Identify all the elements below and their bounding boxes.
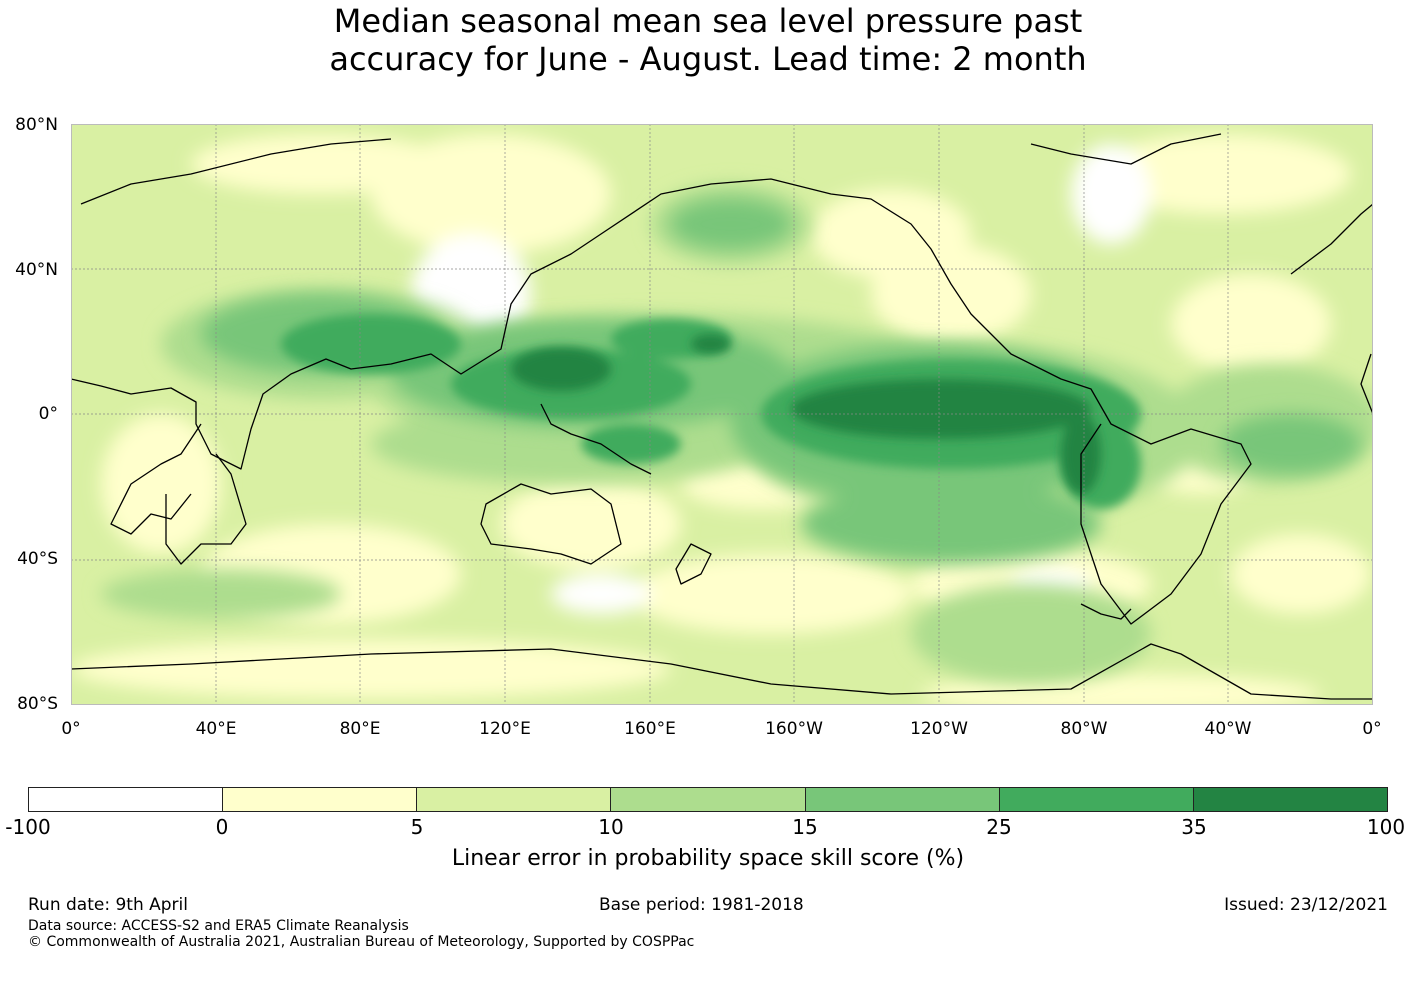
- colorbar-segment-1: [29, 788, 224, 811]
- copyright: © Commonwealth of Australia 2021, Austra…: [28, 934, 695, 950]
- graticule: [71, 124, 1373, 705]
- title-line-1: Median seasonal mean sea level pressure …: [333, 2, 1083, 40]
- lon-label-0-right: 0°: [1362, 719, 1382, 739]
- lon-label-160e: 160°E: [624, 719, 676, 739]
- colorbar-tick: 10: [598, 815, 624, 839]
- colorbar-tick: 100: [1366, 815, 1406, 839]
- colorbar-tick: 25: [986, 815, 1012, 839]
- issued-date: Issued: 23/12/2021: [1224, 895, 1388, 915]
- lat-label-40s: 40°S: [17, 549, 58, 569]
- lon-label-40w: 40°W: [1204, 719, 1252, 739]
- lon-label-120w: 120°W: [910, 719, 968, 739]
- run-date: Run date: 9th April: [28, 895, 188, 915]
- colorbar: [28, 787, 1388, 812]
- field-highest-skill: [511, 334, 1101, 494]
- colorbar-segment-2: [223, 788, 418, 811]
- lon-label-80w: 80°W: [1060, 719, 1108, 739]
- title-line-2: accuracy for June - August. Lead time: 2…: [329, 40, 1087, 78]
- lat-label-0: 0°: [38, 404, 58, 424]
- colorbar-tick: -100: [5, 815, 51, 839]
- field-low-skill: [71, 134, 1371, 705]
- base-period: Base period: 1981-2018: [599, 895, 804, 915]
- colorbar-label: Linear error in probability space skill …: [451, 846, 965, 871]
- skill-score-map: [71, 124, 1373, 705]
- chart-title: Median seasonal mean sea level pressure …: [0, 2, 1416, 78]
- map-canvas: [71, 124, 1373, 705]
- colorbar-segment-4: [611, 788, 806, 811]
- colorbar-segment-7: [1193, 788, 1387, 811]
- lon-label-120e: 120°E: [479, 719, 531, 739]
- lat-label-80s: 80°S: [17, 694, 58, 714]
- lon-label-80e: 80°E: [339, 719, 381, 739]
- colorbar-tick: 5: [410, 815, 424, 839]
- colorbar-tick: 0: [215, 815, 229, 839]
- lat-label-40n: 40°N: [15, 260, 58, 280]
- lon-label-40e: 40°E: [195, 719, 237, 739]
- lon-label-0-left: 0°: [61, 719, 81, 739]
- colorbar-tick: 35: [1181, 815, 1207, 839]
- lon-label-160w: 160°W: [765, 719, 823, 739]
- colorbar-segment-3: [417, 788, 612, 811]
- colorbar-tick: 15: [792, 815, 818, 839]
- coastlines: [71, 133, 1373, 700]
- map-frame: [71, 124, 1373, 705]
- lat-label-80n: 80°N: [15, 115, 58, 135]
- colorbar-segment-5: [805, 788, 1000, 811]
- data-source: Data source: ACCESS-S2 and ERA5 Climate …: [28, 918, 409, 934]
- colorbar-segment-6: [999, 788, 1194, 811]
